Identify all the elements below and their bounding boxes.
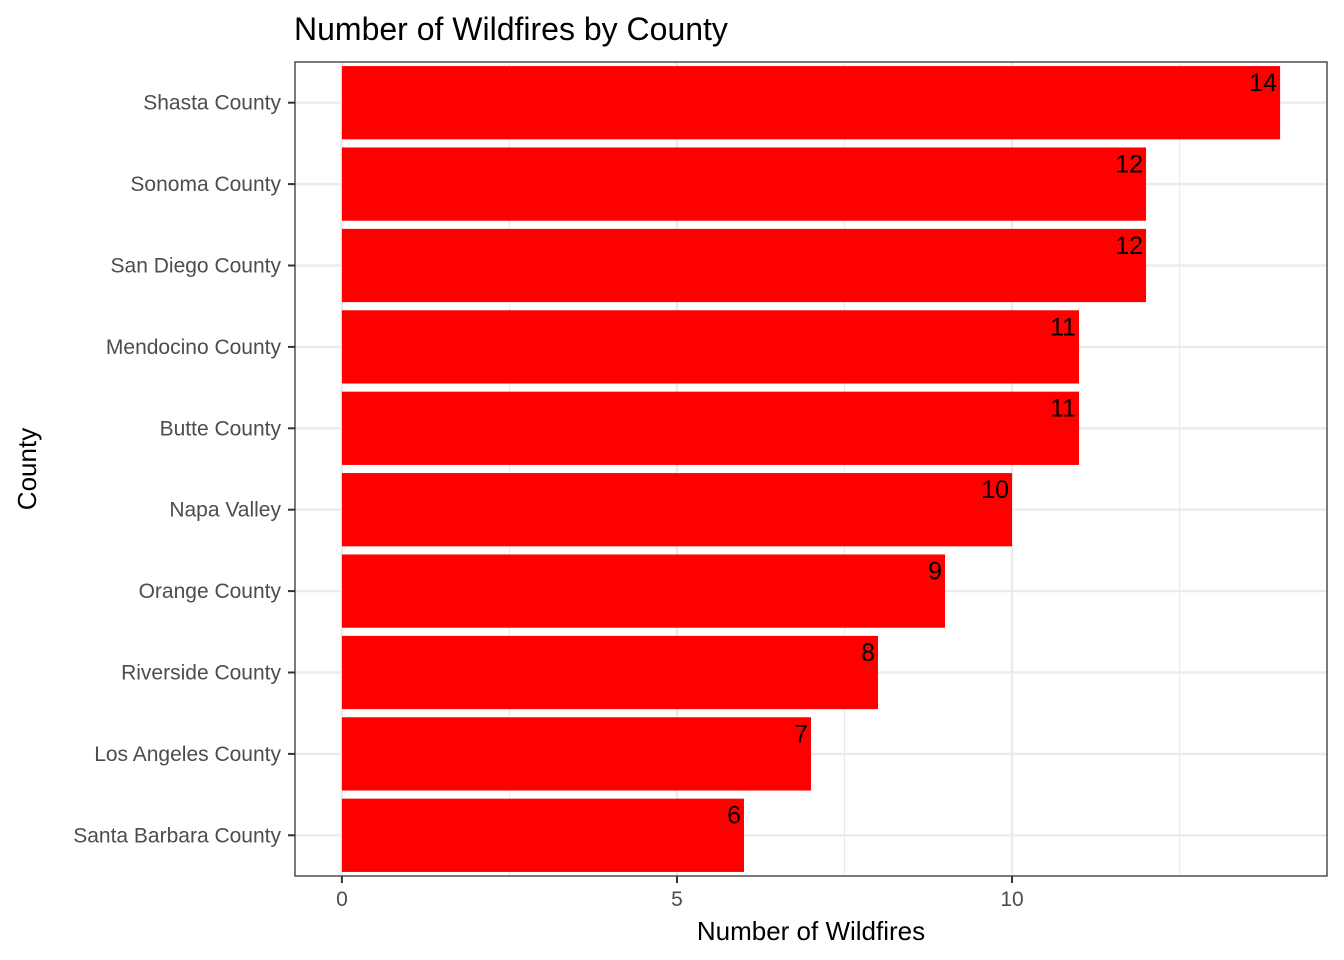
bar (341, 554, 946, 628)
x-tick-label: 5 (671, 888, 683, 911)
y-tick-label: Orange County (139, 580, 282, 603)
y-tick-label: Riverside County (121, 662, 281, 685)
data-label: 11 (1050, 313, 1076, 341)
data-label: 12 (1115, 232, 1143, 260)
x-axis-title: Number of Wildfires (697, 916, 925, 946)
bars (341, 66, 1281, 872)
y-tick-label: Shasta County (143, 92, 281, 115)
data-label: 10 (981, 476, 1009, 504)
data-label: 7 (794, 720, 808, 748)
bar (341, 635, 879, 710)
x-tick-label: 10 (1000, 888, 1023, 911)
plot-border (294, 61, 1328, 877)
y-tick-label: Los Angeles County (94, 743, 281, 766)
bar (341, 147, 1147, 221)
y-tick-label: Santa Barbara County (73, 824, 281, 847)
data-label: 11 (1050, 395, 1076, 423)
data-labels: 14 12 12 11 11 10 9 8 7 6 (727, 69, 1277, 830)
bar (341, 228, 1147, 303)
data-label: 12 (1115, 150, 1143, 178)
y-tick-label: Butte County (160, 417, 282, 440)
bar (341, 717, 811, 791)
bar (341, 310, 1080, 384)
data-label: 9 (928, 557, 942, 585)
y-tick-label: Napa Valley (169, 499, 281, 522)
y-tick-label: Mendocino County (106, 336, 282, 359)
x-axis: 0 5 10 (336, 876, 1024, 911)
x-tick-label: 0 (336, 888, 348, 911)
chart-title: Number of Wildfires by County (294, 11, 728, 47)
y-axis: Shasta County Sonoma County San Diego Coun… (73, 92, 295, 847)
y-tick-label: Sonoma County (130, 173, 281, 196)
bar (341, 798, 744, 872)
data-label: 6 (727, 802, 741, 830)
y-axis-title: County (12, 428, 42, 510)
data-label: 8 (861, 639, 875, 667)
bar (341, 391, 1080, 465)
bar (341, 66, 1281, 140)
y-tick-label: San Diego County (111, 255, 282, 278)
bar (341, 473, 1013, 547)
data-label: 14 (1249, 69, 1277, 97)
